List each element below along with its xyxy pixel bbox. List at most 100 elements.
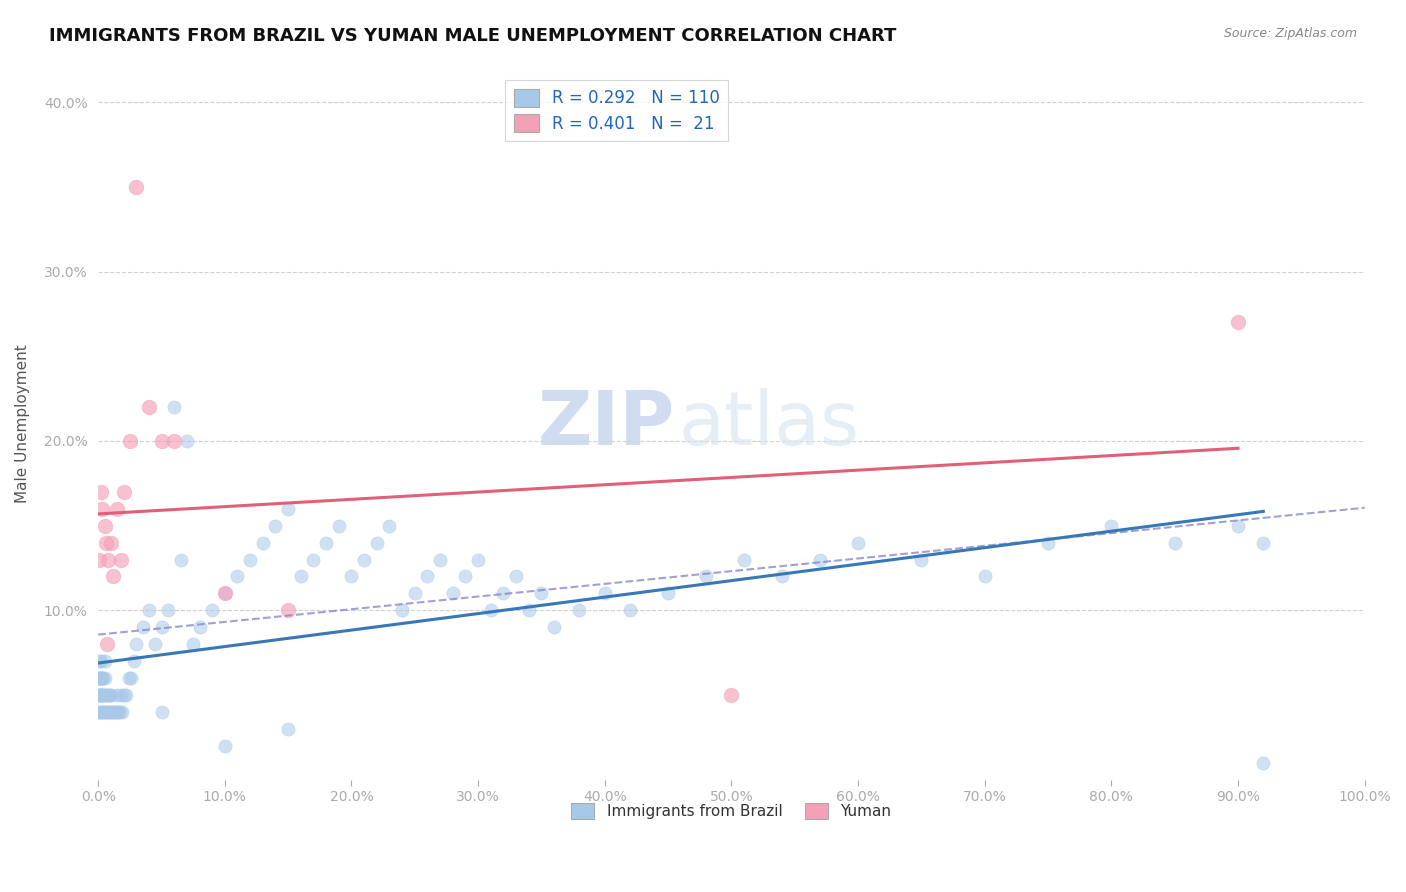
Point xyxy=(467,552,489,566)
Point xyxy=(252,535,274,549)
Point xyxy=(846,535,869,549)
Point xyxy=(97,688,120,702)
Point xyxy=(89,688,111,702)
Point xyxy=(97,552,120,566)
Point xyxy=(89,654,111,668)
Point xyxy=(93,654,115,668)
Point xyxy=(115,688,138,702)
Point xyxy=(105,688,128,702)
Point xyxy=(441,586,464,600)
Point xyxy=(404,586,426,600)
Point xyxy=(93,705,115,719)
Text: ZIP: ZIP xyxy=(537,387,675,460)
Point xyxy=(543,620,565,634)
Point xyxy=(90,671,112,685)
Point xyxy=(90,688,112,702)
Point xyxy=(479,603,502,617)
Point xyxy=(98,705,121,719)
Point xyxy=(93,671,115,685)
Point xyxy=(91,688,114,702)
Point xyxy=(226,569,249,583)
Point xyxy=(103,569,125,583)
Point xyxy=(1099,518,1122,533)
Point xyxy=(277,501,299,516)
Point xyxy=(100,688,122,702)
Point xyxy=(94,705,117,719)
Point xyxy=(91,705,114,719)
Point xyxy=(1253,535,1275,549)
Point xyxy=(89,671,111,685)
Point xyxy=(340,569,363,583)
Point xyxy=(808,552,831,566)
Point xyxy=(93,518,115,533)
Point xyxy=(302,552,325,566)
Point xyxy=(770,569,793,583)
Point xyxy=(90,671,112,685)
Point xyxy=(593,586,616,600)
Point xyxy=(104,705,127,719)
Point xyxy=(97,705,120,719)
Point xyxy=(93,688,115,702)
Point xyxy=(156,603,179,617)
Point xyxy=(105,705,128,719)
Point xyxy=(96,637,118,651)
Point xyxy=(91,688,114,702)
Point xyxy=(138,603,160,617)
Point xyxy=(366,535,388,549)
Text: atlas: atlas xyxy=(678,387,859,460)
Point xyxy=(118,434,141,448)
Point xyxy=(91,671,114,685)
Point xyxy=(90,654,112,668)
Point xyxy=(89,671,111,685)
Point xyxy=(163,400,186,414)
Point xyxy=(91,705,114,719)
Point xyxy=(181,637,204,651)
Point xyxy=(122,654,145,668)
Point xyxy=(105,501,128,516)
Point xyxy=(1036,535,1059,549)
Point xyxy=(657,586,679,600)
Point xyxy=(150,705,173,719)
Legend: Immigrants from Brazil, Yuman: Immigrants from Brazil, Yuman xyxy=(565,797,897,825)
Point xyxy=(290,569,312,583)
Text: IMMIGRANTS FROM BRAZIL VS YUMAN MALE UNEMPLOYMENT CORRELATION CHART: IMMIGRANTS FROM BRAZIL VS YUMAN MALE UNE… xyxy=(49,27,897,45)
Point xyxy=(96,705,118,719)
Point xyxy=(112,688,135,702)
Point xyxy=(94,535,117,549)
Point xyxy=(188,620,211,634)
Point xyxy=(98,688,121,702)
Point xyxy=(100,535,122,549)
Point xyxy=(125,180,148,194)
Point xyxy=(89,705,111,719)
Point xyxy=(112,484,135,499)
Point xyxy=(416,569,439,583)
Point xyxy=(131,620,153,634)
Point xyxy=(328,518,350,533)
Point xyxy=(176,434,198,448)
Point xyxy=(96,688,118,702)
Point xyxy=(1163,535,1185,549)
Point xyxy=(391,603,413,617)
Point xyxy=(90,484,112,499)
Point xyxy=(117,671,139,685)
Point xyxy=(214,586,236,600)
Point xyxy=(163,434,186,448)
Text: Source: ZipAtlas.com: Source: ZipAtlas.com xyxy=(1223,27,1357,40)
Point xyxy=(429,552,451,566)
Point xyxy=(89,688,111,702)
Point xyxy=(120,671,142,685)
Point xyxy=(910,552,932,566)
Point xyxy=(107,705,129,719)
Point xyxy=(568,603,591,617)
Point xyxy=(150,434,173,448)
Point xyxy=(110,688,132,702)
Point xyxy=(150,620,173,634)
Point xyxy=(517,603,540,617)
Point xyxy=(695,569,717,583)
Point xyxy=(90,705,112,719)
Point xyxy=(100,705,122,719)
Point xyxy=(264,518,287,533)
Point xyxy=(277,603,299,617)
Point xyxy=(89,705,111,719)
Y-axis label: Male Unemployment: Male Unemployment xyxy=(15,344,30,503)
